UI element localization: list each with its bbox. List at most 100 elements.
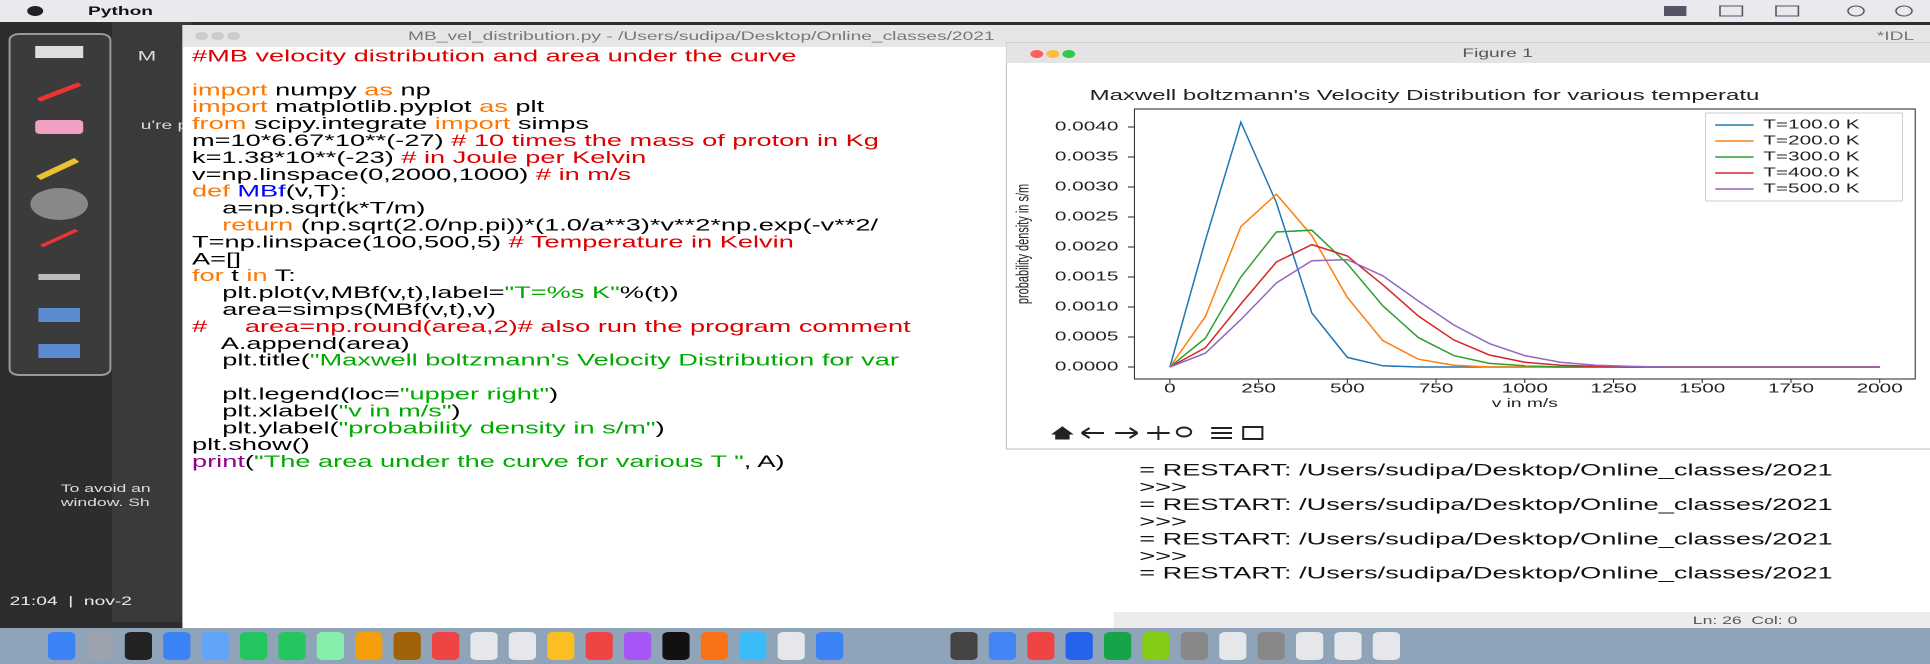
- screen-content: Python M u're pr To avoid an window. Sh …: [0, 0, 1930, 664]
- background-window: [112, 22, 192, 622]
- dock-icon: [1142, 632, 1169, 660]
- code-line: T=np.linspace(100,500,5) # Temperature i…: [192, 232, 794, 251]
- y-tick-label: 0.0015: [1055, 268, 1119, 283]
- code-token: # Temperature in Kelvin: [509, 232, 794, 251]
- legend-label: T=200.0 K: [1763, 132, 1860, 147]
- code-token: # in m/s: [536, 164, 631, 183]
- shell-line: = RESTART: /Users/sudipa/Desktop/Online_…: [1139, 529, 1832, 548]
- dock-icon: [547, 632, 574, 660]
- dock-icon: [317, 632, 344, 660]
- dock-icon: [1219, 632, 1246, 660]
- code-token: "T=%s K": [505, 282, 620, 301]
- y-axis-label: probability density in s/m: [1014, 184, 1033, 304]
- dock-icon: [662, 632, 689, 660]
- dock-icon: [125, 632, 152, 660]
- dock-icon: [1027, 632, 1054, 660]
- dock-icon: [989, 632, 1016, 660]
- close-button[interactable]: [1030, 50, 1043, 58]
- tool-icon[interactable]: [38, 308, 80, 322]
- code-token: plt.title(: [192, 350, 310, 369]
- code-token: ): [656, 418, 665, 437]
- dock-icon: [778, 632, 805, 660]
- y-tick-label: 0.0030: [1055, 178, 1119, 193]
- tool-icon[interactable]: [35, 120, 83, 134]
- x-tick-label: 250: [1241, 380, 1276, 395]
- tool-icon[interactable]: [30, 188, 88, 220]
- window-button[interactable]: [227, 32, 240, 40]
- code-token: ): [549, 384, 558, 403]
- chart-title: Maxwell boltzmann's Velocity Distributio…: [1090, 87, 1760, 103]
- code-token: print: [192, 451, 246, 470]
- y-tick-label: 0.0005: [1055, 328, 1119, 343]
- shell-title: *IDL: [1877, 30, 1914, 43]
- dock-icon: [86, 632, 113, 660]
- dock-icon: [739, 632, 766, 660]
- dock-icon: [1373, 632, 1400, 660]
- y-tick-label: 0.0000: [1055, 358, 1119, 373]
- status-icon[interactable]: [1664, 6, 1686, 16]
- tool-icon[interactable]: [38, 274, 80, 280]
- apple-icon[interactable]: [27, 6, 43, 16]
- zoom-button[interactable]: [1062, 50, 1075, 58]
- legend-label: T=400.0 K: [1763, 164, 1860, 179]
- shell-line: = RESTART: /Users/sudipa/Desktop/Online_…: [1139, 494, 1832, 513]
- tool-icon[interactable]: [38, 344, 80, 358]
- background-text: window. Sh: [60, 497, 150, 509]
- dock-icon: [355, 632, 382, 660]
- background-text: 21:04 | nov-2: [10, 595, 132, 608]
- background-text: M: [138, 48, 157, 64]
- dock-icon: [816, 632, 843, 660]
- window-button[interactable]: [211, 32, 224, 40]
- x-tick-label: 1000: [1502, 380, 1548, 395]
- y-tick-label: 0.0025: [1055, 208, 1119, 223]
- y-tick-label: 0.0010: [1055, 298, 1119, 313]
- dock-icon: [1258, 632, 1285, 660]
- x-tick-label: 1500: [1679, 380, 1725, 395]
- dock-icon: [1181, 632, 1208, 660]
- code-token: #MB velocity distribution and area under…: [192, 46, 797, 65]
- page: Python M u're pr To avoid an window. Sh …: [0, 0, 1930, 664]
- menu-app-name[interactable]: Python: [88, 5, 153, 18]
- screen: Python M u're pr To avoid an window. Sh …: [0, 0, 1930, 664]
- x-tick-label: 0: [1164, 380, 1176, 395]
- background-text: To avoid an: [61, 483, 151, 495]
- status-bar: [1114, 612, 1930, 628]
- dock-icon: [1104, 632, 1131, 660]
- window-button[interactable]: [195, 32, 208, 40]
- dock-icon: [240, 632, 267, 660]
- code-line: plt.title("Maxwell boltzmann's Velocity …: [192, 350, 899, 369]
- tool-icon[interactable]: [35, 46, 83, 58]
- dock-icon: [432, 632, 459, 660]
- dock-icon: [163, 632, 190, 660]
- y-tick-label: 0.0040: [1055, 118, 1119, 133]
- dock-icon: [1296, 632, 1323, 660]
- figure-title: Figure 1: [1462, 47, 1533, 60]
- code-line: #MB velocity distribution and area under…: [192, 46, 797, 65]
- dock-icon: [394, 632, 421, 660]
- y-tick-label: 0.0035: [1055, 148, 1119, 163]
- x-tick-label: 1250: [1590, 380, 1636, 395]
- code-token: "Maxwell boltzmann's Velocity Distributi…: [310, 350, 900, 369]
- dock-icon: [202, 632, 229, 660]
- x-tick-label: 500: [1330, 380, 1365, 395]
- dock-icon: [48, 632, 75, 660]
- y-tick-label: 0.0020: [1055, 238, 1119, 253]
- x-axis-label: v in m/s: [1492, 397, 1558, 410]
- dock-icon: [509, 632, 536, 660]
- dock-icon: [1334, 632, 1361, 660]
- code-token: , A): [744, 451, 785, 470]
- dock-icon: [624, 632, 651, 660]
- minimize-button[interactable]: [1046, 50, 1059, 58]
- dock-icon: [701, 632, 728, 660]
- dock-icon: [470, 632, 497, 660]
- code-token: %(t)): [620, 282, 679, 301]
- code-token: "probability density in s/m": [339, 418, 656, 437]
- dock-icon: [1066, 632, 1093, 660]
- x-tick-label: 2000: [1857, 380, 1903, 395]
- editor-title: MB_vel_distribution.py - /Users/sudipa/D…: [408, 30, 995, 43]
- legend-label: T=100.0 K: [1763, 116, 1860, 131]
- menu-bar: [0, 0, 1930, 22]
- legend-label: T=500.0 K: [1763, 180, 1860, 195]
- shell-line: = RESTART: /Users/sudipa/Desktop/Online_…: [1139, 563, 1832, 582]
- code-line: print("The area under the curve for vari…: [192, 451, 785, 470]
